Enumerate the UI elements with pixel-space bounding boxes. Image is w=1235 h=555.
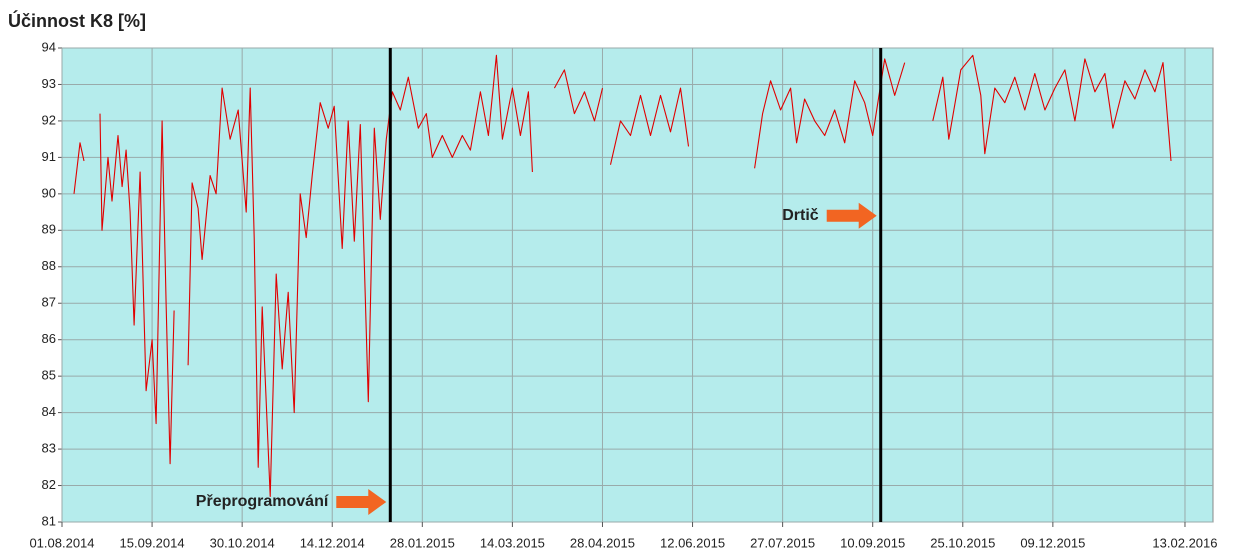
x-tick-label: 30.10.2014: [210, 535, 275, 550]
y-tick-label: 93: [42, 76, 56, 91]
event-arrow: [826, 202, 877, 229]
y-tick-label: 87: [42, 295, 56, 310]
y-tick-label: 82: [42, 477, 56, 492]
y-tick-label: 92: [42, 112, 56, 127]
x-tick-label: 10.09.2015: [840, 535, 905, 550]
x-tick-label: 12.06.2015: [660, 535, 725, 550]
y-tick-label: 84: [42, 404, 56, 419]
y-tick-label: 81: [42, 513, 56, 528]
y-tick-label: 88: [42, 258, 56, 273]
y-tick-label: 94: [42, 39, 56, 54]
x-tick-label: 09.12.2015: [1020, 535, 1085, 550]
x-tick-label: 28.01.2015: [390, 535, 455, 550]
y-tick-label: 86: [42, 331, 56, 346]
x-tick-label: 14.03.2015: [480, 535, 545, 550]
x-tick-label: 15.09.2014: [120, 535, 185, 550]
x-tick-label: 14.12.2014: [300, 535, 365, 550]
y-tick-label: 89: [42, 222, 56, 237]
y-tick-label: 85: [42, 368, 56, 383]
event-arrow: [336, 488, 387, 515]
chart-title: Účinnost K8 [%]: [8, 10, 146, 31]
y-tick-label: 83: [42, 441, 56, 456]
plot-area: [61, 47, 1214, 523]
x-tick-label: 25.10.2015: [930, 535, 995, 550]
x-tick-label: 01.08.2014: [29, 535, 94, 550]
data-line: [73, 54, 1172, 498]
event-label: Přeprogramování: [196, 493, 329, 510]
y-tick-label: 90: [42, 185, 56, 200]
x-tick-label: 13.02.2016: [1152, 535, 1217, 550]
x-tick-label: 28.04.2015: [570, 535, 635, 550]
event-label: Drtič: [782, 207, 819, 224]
y-tick-label: 91: [42, 149, 56, 164]
x-tick-label: 27.07.2015: [750, 535, 815, 550]
